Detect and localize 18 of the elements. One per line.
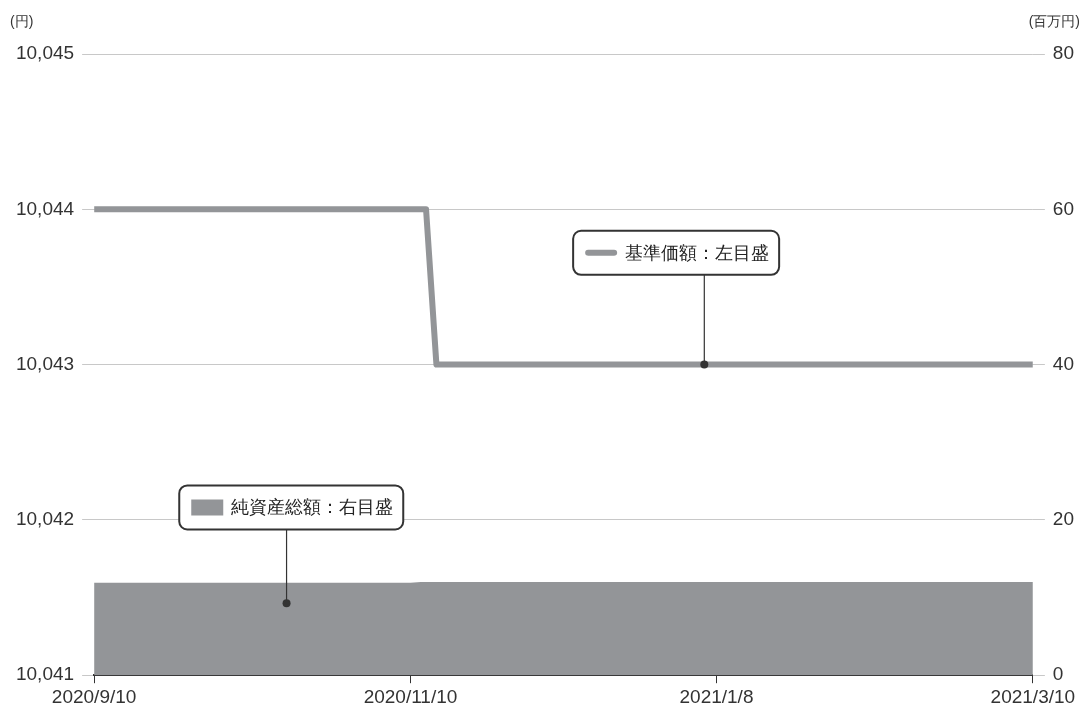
x-tick-label: 2020/11/10 — [363, 685, 458, 707]
legend-label: 基準価額：左目盛 — [625, 242, 770, 263]
y2-tick-label: 0 — [1052, 663, 1064, 685]
y-tick-label: 10,043 — [15, 352, 75, 374]
y-tick-label: 10,042 — [15, 508, 75, 530]
y2-tick-label: 80 — [1052, 42, 1075, 64]
y2-axis-title: (百万円) — [1028, 12, 1080, 29]
y2-tick-label: 40 — [1052, 352, 1075, 374]
y-tick-label: 10,045 — [15, 42, 75, 64]
legend-label: 純資産総額：右目盛 — [231, 497, 394, 518]
y-tick-label: 10,044 — [15, 197, 75, 219]
y2-tick-label: 20 — [1052, 508, 1075, 530]
y-axis-title: (円) — [10, 12, 34, 29]
x-tick-label: 2021/3/10 — [990, 685, 1076, 707]
y2-tick-label: 60 — [1052, 197, 1075, 219]
x-tick-label: 2020/9/10 — [51, 685, 137, 707]
x-tick-label: 2021/1/8 — [679, 685, 754, 707]
y-tick-label: 10,041 — [15, 663, 75, 685]
